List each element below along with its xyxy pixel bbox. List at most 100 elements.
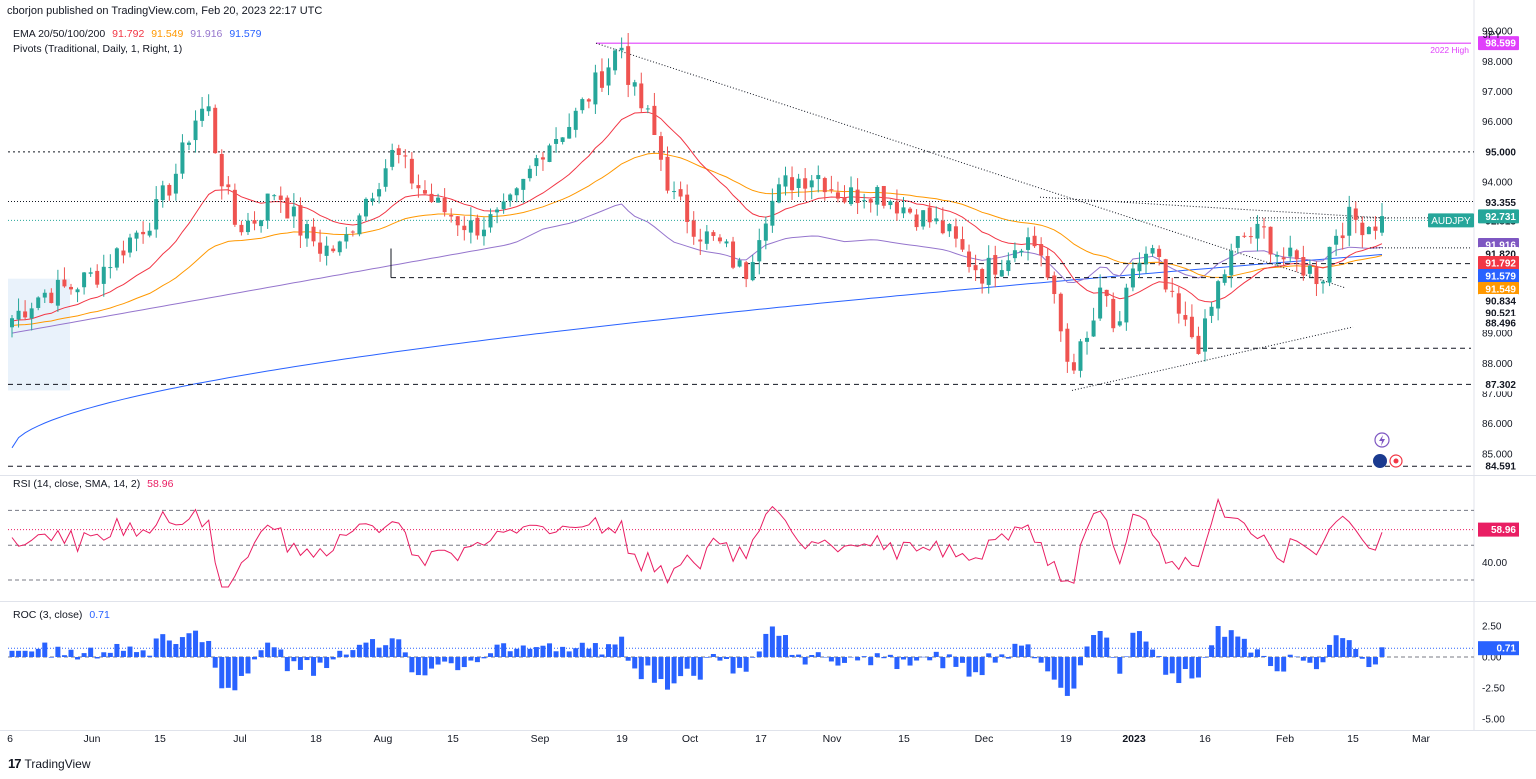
candle-body	[383, 168, 388, 187]
candle-body	[455, 216, 460, 226]
candle-body	[252, 220, 257, 224]
candle-body	[1334, 235, 1339, 245]
roc-bar	[193, 630, 199, 657]
candle-body	[934, 218, 939, 222]
roc-bar	[107, 652, 113, 657]
candle-body	[36, 297, 41, 308]
roc-bar	[1176, 657, 1182, 684]
roc-bar	[1130, 632, 1136, 657]
candle-body	[744, 262, 749, 280]
price-label-bg	[1478, 268, 1519, 283]
tradingview-logo-icon: 17	[8, 756, 22, 771]
roc-bar	[632, 657, 638, 669]
roc-tick-label: -2.50	[1482, 684, 1505, 695]
candle-body	[855, 189, 860, 204]
candle-body	[894, 201, 899, 214]
roc-bar	[592, 643, 598, 657]
candle-body	[239, 224, 244, 233]
roc-bar	[730, 657, 736, 674]
roc-bar	[625, 657, 631, 661]
roc-bar	[186, 633, 192, 657]
footer[interactable]: 17 TradingView	[8, 756, 91, 771]
candle-body	[55, 279, 60, 306]
trendline	[1039, 196, 1391, 219]
candle-body	[331, 248, 336, 252]
roc-bar	[81, 653, 87, 657]
roc-bar	[311, 657, 317, 676]
roc-bar	[789, 654, 795, 657]
candle-body	[1235, 236, 1240, 248]
price-label: 91.549	[1478, 281, 1519, 296]
roc-bar	[671, 657, 677, 684]
rsi-line	[11, 497, 1383, 588]
candle-body	[645, 108, 650, 110]
candle-body	[1360, 222, 1365, 236]
roc-bar	[527, 648, 533, 657]
roc-bar	[1064, 657, 1070, 696]
candle-body	[1032, 235, 1037, 247]
roc-bar	[1320, 657, 1326, 663]
candle-body	[16, 310, 21, 320]
roc-bar	[317, 657, 323, 663]
candle-body	[1314, 267, 1319, 285]
price-label-bg	[1478, 377, 1519, 392]
candle-body	[1130, 268, 1135, 288]
roc-bar	[828, 657, 834, 662]
roc-bar	[940, 657, 946, 669]
candle-body	[1039, 244, 1044, 256]
roc-bar	[324, 657, 330, 669]
roc-bar	[402, 652, 408, 657]
roc-bar	[1353, 648, 1359, 657]
time-tick-label: 15	[1347, 733, 1359, 745]
roc-bar	[796, 654, 802, 657]
roc-bar	[658, 657, 664, 680]
candle-body	[1340, 235, 1345, 239]
candle-body	[337, 241, 342, 253]
candle-body	[409, 158, 414, 184]
candle-body	[1229, 250, 1234, 276]
candle-body	[1321, 281, 1326, 284]
roc-bar	[1195, 657, 1201, 678]
time-tick-label: 6	[7, 733, 13, 745]
roc-bar	[350, 650, 356, 657]
rsi-value: 58.96	[147, 478, 174, 490]
roc-bar	[461, 657, 467, 668]
candle-body	[193, 120, 198, 141]
candle-body	[658, 136, 663, 160]
price-label: 91.579	[1478, 268, 1519, 283]
roc-bar	[75, 657, 81, 660]
candle-body	[704, 231, 709, 244]
roc-bar	[114, 643, 120, 657]
time-tick-label: 15	[447, 733, 459, 745]
roc-bar	[147, 655, 153, 657]
roc-bar	[88, 647, 94, 657]
candle-body	[993, 255, 998, 275]
roc-bar	[1091, 635, 1097, 657]
candle-body	[357, 215, 362, 235]
roc-bar	[330, 657, 336, 660]
roc-bar	[1104, 637, 1110, 657]
downtrend-line	[595, 42, 1346, 289]
candle-body	[717, 237, 722, 242]
roc-bar	[507, 651, 513, 657]
roc-bar	[619, 636, 625, 657]
time-tick-label: Jul	[233, 733, 246, 745]
rsi-legend: RSI (14, close, SMA, 14, 2) 58.96	[13, 478, 177, 490]
roc-bar	[520, 645, 526, 657]
ema-legend-label: EMA 20/50/100/200	[13, 28, 106, 40]
time-tick-label: Oct	[682, 733, 698, 745]
candle-body	[1203, 318, 1208, 352]
candle-body	[1104, 289, 1109, 297]
candle-body	[685, 194, 690, 222]
candle-body	[1176, 293, 1181, 314]
candle-body	[272, 195, 277, 197]
lightning-bolt-icon	[1379, 435, 1385, 446]
roc-bar	[560, 646, 566, 657]
candle-body	[783, 175, 788, 187]
shaded-range-box	[8, 278, 70, 391]
candle-body	[986, 257, 991, 285]
roc-bar	[1235, 636, 1241, 657]
candle-body	[370, 198, 375, 202]
candle-body	[757, 240, 762, 262]
